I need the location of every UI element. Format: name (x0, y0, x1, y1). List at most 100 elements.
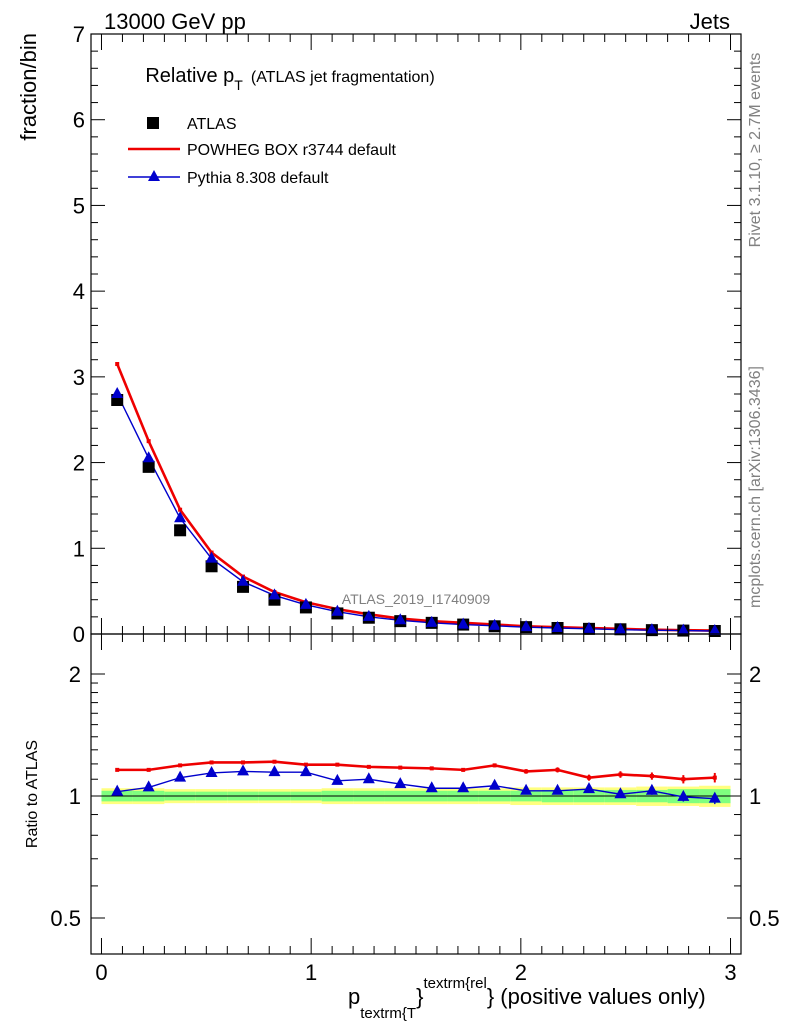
ratio-powheg-point (241, 760, 246, 765)
mcplots-label: mcplots.cern.ch [arXiv:1306.3436] (747, 366, 764, 608)
main-title-sub: T (234, 77, 243, 93)
main-y-axis-label: fraction/bin (16, 33, 41, 141)
main-title-main: Relative p (145, 65, 234, 87)
main-plot: 0 1 2 3 4 5 6 7 fraction/bin Relative pT (ATLAS … (16, 22, 742, 647)
ratio-y-tick-label: 2 (69, 662, 81, 687)
atlas-point (174, 524, 187, 537)
x-label-mid: } (416, 984, 423, 1009)
ratio-powheg-point (115, 767, 120, 772)
x-label-end: } (positive values only) (487, 984, 706, 1009)
main-title-suffix: (ATLAS jet fragmentation) (251, 69, 435, 86)
ratio-pythia-point (268, 765, 281, 777)
ratio-pythia-point (331, 773, 344, 785)
pythia-point (205, 551, 218, 563)
ratio-y-tick-label-right: 2 (749, 662, 761, 687)
pythia-point (488, 618, 501, 630)
ratio-pythia-point (520, 783, 533, 795)
ratio-pythia-point (299, 765, 312, 777)
ratio-powheg-point (178, 763, 183, 768)
powheg-point (178, 507, 183, 512)
ratio-pythia-point (457, 781, 470, 793)
ratio-pythia-point (394, 777, 407, 789)
ratio-powheg-point (366, 764, 371, 769)
x-label-sub: textrm{T (360, 1005, 416, 1022)
x-axis-label: ptextrm{T}textrm{rel} (positive values o… (348, 975, 706, 1022)
process-label: Jets (690, 9, 730, 34)
main-axis-ticks: 0 1 2 3 4 5 6 7 (73, 22, 741, 647)
ratio-pythia-point (488, 778, 501, 790)
pythia-point (551, 621, 564, 632)
pythia-point (174, 511, 187, 523)
pythia-point (299, 597, 312, 609)
ratio-powheg-point (461, 767, 466, 772)
pythia-point (708, 624, 721, 635)
pythia-point (237, 574, 250, 586)
ratio-pythia-point (425, 781, 438, 793)
ratio-pythia-point (142, 780, 155, 792)
atlas-point (205, 560, 218, 573)
x-label-main: p (348, 984, 360, 1009)
ratio-pythia-point (645, 783, 658, 795)
pythia-point (677, 623, 690, 635)
main-y-tick-label: 1 (73, 536, 85, 561)
ratio-powheg-point (335, 762, 340, 767)
ratio-pythia-point (582, 782, 595, 794)
legend-pythia-label: Pythia 8.308 default (187, 170, 329, 187)
ratio-powheg-point (492, 763, 497, 768)
main-y-tick-label: 0 (73, 622, 85, 647)
pythia-point (457, 617, 470, 629)
main-y-tick-label: 6 (73, 108, 85, 133)
ratio-plot: 0 1 2 3 0.5 0.5 1 1 2 2 Ratio to ATLAS ptextrm{T}… (24, 633, 780, 1022)
main-y-tick-label: 3 (73, 365, 85, 390)
ratio-pythia-point (677, 789, 690, 801)
main-y-tick-label: 4 (73, 279, 85, 304)
ratio-powheg-point (524, 769, 529, 774)
ratio-pythia-point (614, 787, 627, 799)
ratio-series-layer (111, 759, 721, 805)
main-y-tick-label: 2 (73, 451, 85, 476)
ratio-x-tick-label: 1 (305, 960, 317, 985)
ratio-powheg-point (649, 774, 654, 779)
legend-atlas-marker (147, 117, 159, 129)
rivet-label: Rivet 3.1.10, ≥ 2.7M events (747, 53, 764, 248)
ratio-powheg-point (555, 767, 560, 772)
ratio-x-tick-label: 2 (515, 960, 527, 985)
ratio-pythia-point (362, 772, 375, 784)
ratio-pythia-point (174, 770, 187, 782)
ratio-powheg-line (117, 760, 715, 781)
ratio-pythia-point (708, 791, 721, 803)
main-y-tick-label: 7 (73, 22, 85, 47)
ratio-y-tick-label: 1 (69, 784, 81, 809)
pythia-point (645, 623, 658, 635)
ratio-powheg-point (209, 760, 214, 765)
energy-label: 13000 GeV pp (104, 9, 246, 34)
legend-atlas-label: ATLAS (187, 116, 237, 133)
ratio-powheg-point (586, 775, 591, 780)
pythia-point (142, 451, 155, 463)
ratio-powheg-point (146, 767, 151, 772)
x-label-sup: textrm{rel (423, 975, 486, 992)
ratio-powheg-point (272, 759, 277, 764)
ratio-powheg-point (681, 777, 686, 782)
pythia-point (582, 621, 595, 633)
main-series-layer (111, 362, 721, 637)
ratio-y-tick-label: 0.5 (50, 906, 81, 931)
ratio-y-axis-label: Ratio to ATLAS (24, 740, 41, 848)
legend-powheg-label: POWHEG BOX r3744 default (187, 142, 397, 159)
pythia-point (394, 613, 407, 625)
ratio-powheg-point (398, 765, 403, 770)
pythia-point (331, 604, 344, 616)
ratio-powheg-point (618, 772, 623, 777)
ratio-y-tick-label-right: 0.5 (749, 906, 780, 931)
ratio-x-tick-label: 0 (95, 960, 107, 985)
pythia-point (425, 615, 438, 627)
ratio-powheg-point (303, 762, 308, 767)
ratio-axis-ticks: 0 1 2 3 0.5 0.5 1 1 2 2 (50, 634, 780, 985)
analysis-label: ATLAS_2019_I1740909 (342, 591, 491, 607)
pythia-point (520, 620, 533, 632)
powheg-point (146, 439, 151, 444)
ratio-pythia-line (117, 770, 715, 800)
ratio-y-tick-label-right: 1 (749, 784, 761, 809)
ratio-pythia-point (111, 784, 124, 796)
